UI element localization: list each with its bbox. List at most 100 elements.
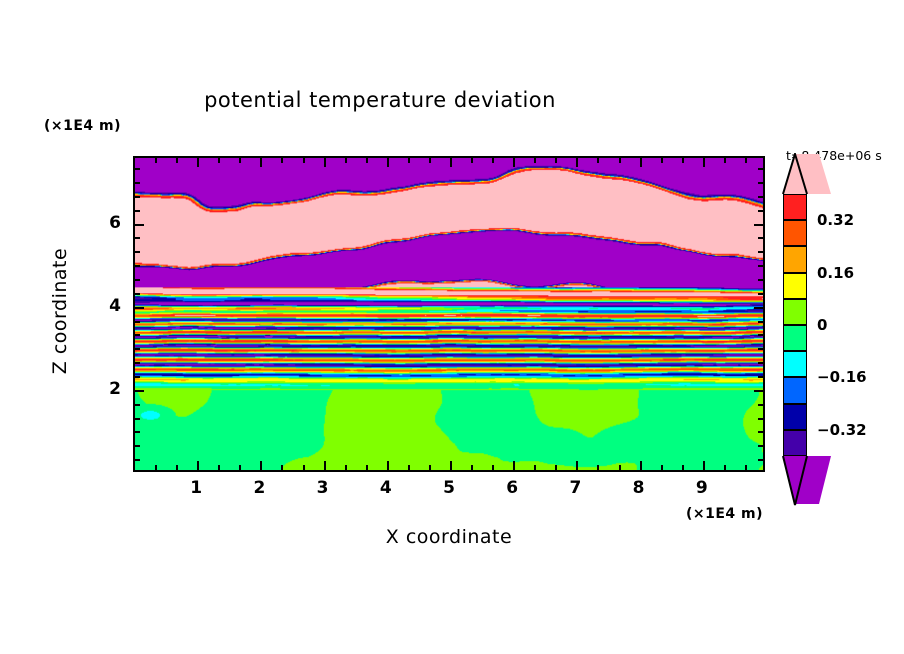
colorbar-band <box>783 194 807 221</box>
axis-tick <box>758 445 763 448</box>
axis-tick <box>135 251 140 254</box>
x-tick-label: 6 <box>506 478 519 498</box>
axis-tick <box>135 168 140 171</box>
axis-tick <box>758 181 763 184</box>
axis-tick <box>744 465 747 470</box>
axis-tick <box>135 417 140 420</box>
axis-tick <box>758 334 763 337</box>
axis-tick <box>135 306 144 309</box>
x-axis-label: X coordinate <box>385 526 513 548</box>
axis-tick <box>471 158 474 163</box>
axis-tick <box>758 459 763 462</box>
x-tick-label: 5 <box>443 478 455 498</box>
axis-tick <box>155 158 158 163</box>
axis-tick <box>135 362 140 365</box>
x-axis-units: (×1E4 m) <box>686 506 764 522</box>
axis-tick <box>135 292 140 295</box>
colorbar-tick-label: 0.16 <box>817 263 855 282</box>
y-tick-label: 6 <box>109 212 121 233</box>
axis-tick <box>744 158 747 163</box>
axis-tick <box>135 389 144 392</box>
axis-tick <box>758 168 763 171</box>
x-tick-label: 3 <box>316 478 329 498</box>
axis-tick <box>260 461 263 470</box>
axis-tick <box>639 158 642 167</box>
axis-tick <box>323 461 326 470</box>
contour-field <box>135 158 763 470</box>
axis-tick <box>758 265 763 268</box>
axis-tick <box>754 223 763 226</box>
axis-tick <box>218 465 221 470</box>
axis-tick <box>471 465 474 470</box>
axis-tick <box>135 334 140 337</box>
axis-tick <box>555 158 558 163</box>
axis-tick <box>176 465 179 470</box>
axis-tick <box>555 465 558 470</box>
colorbar-band <box>783 325 807 352</box>
colorbar-band <box>783 298 807 325</box>
axis-tick <box>260 158 263 167</box>
colorbar-band <box>783 272 807 299</box>
axis-tick <box>155 465 158 470</box>
axis-tick <box>386 461 389 470</box>
colorbar-band <box>783 246 807 273</box>
axis-tick <box>218 158 221 163</box>
axis-tick <box>576 461 579 470</box>
page-title: potential temperature deviation <box>204 88 556 112</box>
axis-tick <box>758 209 763 212</box>
axis-tick <box>754 389 763 392</box>
x-tick-label: 9 <box>695 478 708 498</box>
axis-tick <box>660 158 663 163</box>
axis-tick <box>534 465 537 470</box>
axis-tick <box>758 431 763 434</box>
axis-tick <box>758 362 763 365</box>
axis-tick <box>386 158 389 167</box>
axis-tick <box>135 320 140 323</box>
colorbar-tick-label: −0.32 <box>817 420 867 439</box>
axis-tick <box>323 158 326 167</box>
x-tick-label: 8 <box>632 478 645 498</box>
axis-tick <box>135 403 140 406</box>
axis-tick <box>513 158 516 167</box>
axis-tick <box>758 375 763 378</box>
axis-tick <box>702 461 705 470</box>
axis-tick <box>450 158 452 167</box>
y-axis-units: (×1E4 m) <box>44 118 122 134</box>
axis-tick <box>758 348 763 351</box>
axis-tick <box>302 465 305 470</box>
axis-tick <box>365 158 368 163</box>
axis-tick <box>239 465 242 470</box>
axis-tick <box>302 158 305 163</box>
contour-plot-panel <box>133 156 765 472</box>
y-tick-label: 4 <box>109 295 121 316</box>
axis-tick <box>576 158 579 167</box>
axis-tick <box>135 431 140 434</box>
axis-tick <box>534 158 537 163</box>
colorbar-under-arrow <box>783 456 831 504</box>
axis-tick <box>428 158 431 163</box>
axis-tick <box>639 461 642 470</box>
axis-tick <box>135 348 140 351</box>
axis-tick <box>365 465 368 470</box>
axis-tick <box>135 181 140 184</box>
axis-tick <box>597 465 600 470</box>
axis-tick <box>618 158 621 163</box>
axis-tick <box>723 465 726 470</box>
axis-tick <box>135 209 140 212</box>
x-tick-label: 2 <box>253 478 266 498</box>
axis-tick <box>758 251 763 254</box>
axis-tick <box>681 465 684 470</box>
colorbar-band <box>783 429 807 456</box>
axis-tick <box>197 158 200 167</box>
colorbar-tick-label: 0 <box>817 316 828 334</box>
axis-tick <box>281 158 284 163</box>
axis-tick <box>754 306 763 309</box>
y-axis-label: Z coordinate <box>49 247 71 375</box>
x-tick-label: 7 <box>569 478 582 498</box>
axis-tick <box>723 158 726 163</box>
axis-tick <box>407 465 410 470</box>
axis-tick <box>197 461 200 470</box>
x-tick-label: 1 <box>190 478 203 498</box>
axis-tick <box>758 278 763 281</box>
axis-tick <box>135 195 140 198</box>
